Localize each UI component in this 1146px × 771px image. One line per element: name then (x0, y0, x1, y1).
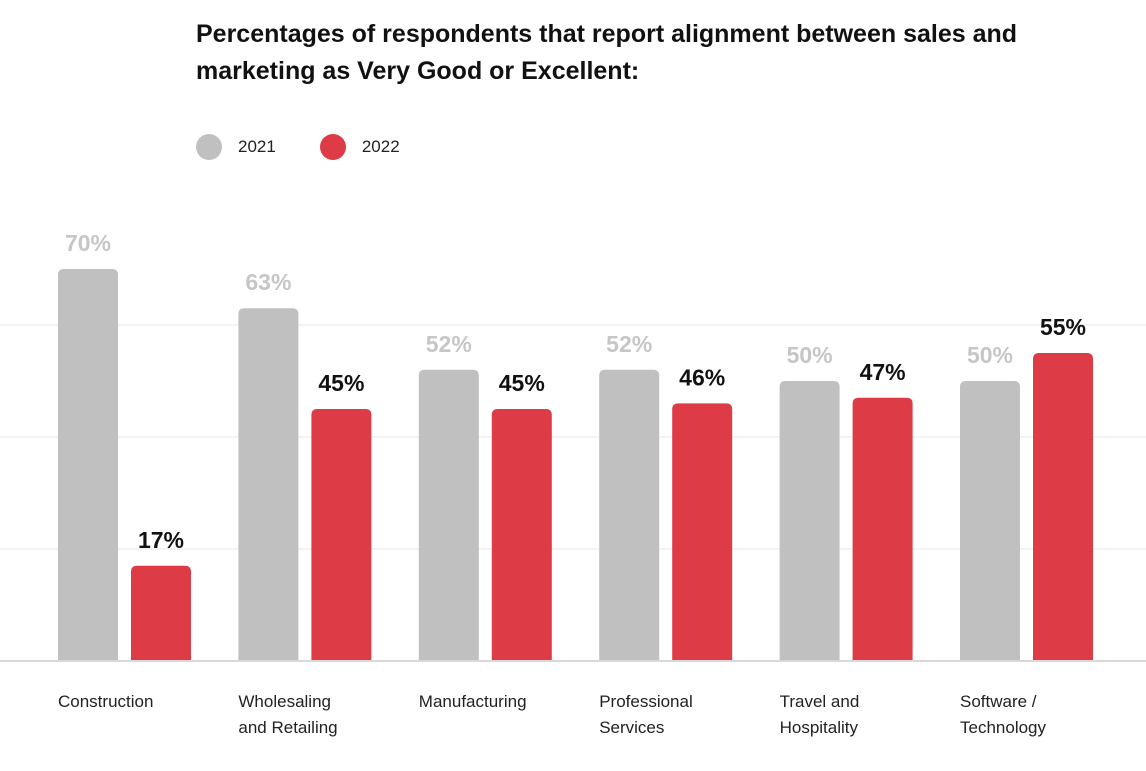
bar-2021-5 (960, 381, 1020, 661)
legend-swatch-2021 (196, 134, 222, 160)
data-label-2021-1: 63% (245, 269, 291, 295)
category-label-2: Manufacturing (419, 692, 527, 711)
bar-2022-4 (852, 397, 913, 661)
data-label-2022-5: 55% (1040, 314, 1086, 340)
legend-item-2022: 2022 (319, 134, 400, 160)
data-label-2022-0: 17% (138, 527, 184, 553)
bar-2022-0 (131, 565, 191, 661)
data-label-2021-0: 70% (65, 230, 111, 256)
data-label-2021-4: 50% (787, 342, 833, 368)
data-label-2022-3: 46% (679, 364, 725, 390)
legend-label-2022: 2022 (361, 137, 400, 156)
legend: 2021 2022 (196, 134, 444, 160)
legend-swatch-2022 (319, 134, 346, 160)
data-label-2022-4: 47% (860, 359, 906, 385)
category-label-5: Software / Technology (960, 692, 1047, 737)
legend-label-2021: 2021 (238, 137, 276, 156)
legend-item-2021: 2021 (196, 134, 276, 160)
bar-2022-5 (1033, 353, 1093, 661)
bar-2022-1 (311, 409, 372, 661)
category-label-1: Wholesaling and Retailing (238, 692, 337, 737)
bar-2022-3 (672, 403, 733, 661)
bar-2021-2 (418, 369, 479, 661)
data-label-2022-1: 45% (318, 370, 364, 396)
data-label-2022-2: 45% (499, 370, 545, 396)
category-label-3: Professional Services (599, 692, 693, 737)
data-label-2021-3: 52% (606, 331, 652, 357)
bar-2021-4 (779, 381, 840, 661)
category-label-4: Travel and Hospitality (780, 692, 860, 737)
bar-2021-0 (58, 269, 118, 661)
bar-2022-2 (491, 409, 552, 661)
data-label-2021-5: 50% (967, 342, 1013, 368)
chart-title: Percentages of respondents that report a… (196, 20, 1018, 85)
bar-2021-3 (599, 369, 660, 661)
category-label-0: Construction (58, 692, 153, 711)
data-label-2021-2: 52% (426, 331, 472, 357)
bar-2021-1 (238, 308, 299, 661)
